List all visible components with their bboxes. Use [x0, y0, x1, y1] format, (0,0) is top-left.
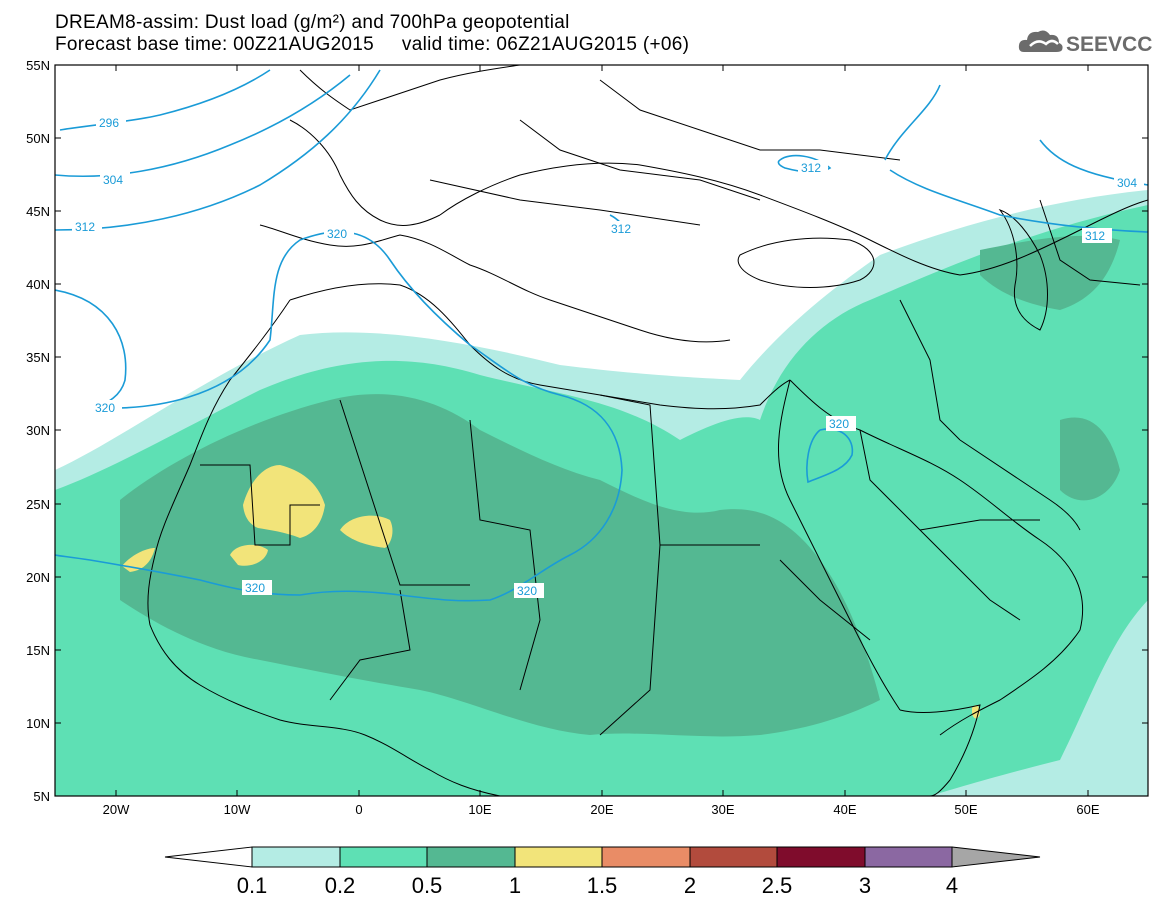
lon-label: 0: [355, 802, 362, 817]
contour-label: 312: [75, 220, 95, 234]
latitude-axis: 55N 50N 45N 40N 35N 30N 25N 20N 15N 10N …: [26, 58, 1148, 804]
lat-label: 30N: [26, 423, 50, 438]
dust-band-dark-iran: [1060, 417, 1120, 501]
colorbar-label: 2.5: [762, 873, 793, 898]
contour-312-west: [55, 69, 381, 231]
colorbar-segment-0: [251, 846, 341, 868]
lon-label: 20E: [590, 802, 613, 817]
lat-label: 10N: [26, 716, 50, 731]
logo-text: SEEVCCC: [1066, 33, 1153, 56]
contour-label: 304: [103, 173, 123, 187]
colorbar-label: 0.1: [237, 873, 268, 898]
colorbar-segment-7: [864, 846, 953, 868]
contour-296: [59, 69, 271, 131]
coastlines: [147, 65, 1148, 796]
dust-band-yellow-4: [122, 548, 155, 572]
colorbar-label: 4: [946, 873, 958, 898]
lon-label: 40E: [833, 802, 856, 817]
colorbar-lower-arrow: [164, 846, 253, 868]
colorbar-segment-6: [776, 846, 866, 868]
dust-band-yellow-1: [243, 465, 325, 538]
colorbar-segment-3: [514, 846, 603, 868]
contour-label: 312: [611, 222, 631, 236]
colorbar-label: 2: [684, 873, 696, 898]
cloud-icon: SEEVCCC: [1018, 30, 1165, 56]
seevccc-logo: SEEVCCC: [1018, 24, 1165, 60]
colorbar: [164, 846, 1041, 868]
contour-label: 320: [517, 584, 537, 598]
lat-label: 20N: [26, 570, 50, 585]
contour-320-arabia: [806, 428, 854, 484]
contour-labels: 296 304 312 320 312 312 320 320 320 320 …: [72, 115, 1144, 598]
colorbar-segment-1: [339, 846, 428, 868]
lon-label: 60E: [1076, 802, 1099, 817]
map-title: DREAM8-assim: Dust load (g/m²) and 700hP…: [55, 12, 570, 33]
colorbar-label: 3: [859, 873, 871, 898]
lat-label: 5N: [33, 789, 50, 804]
lon-label: 30E: [711, 802, 734, 817]
colorbar-segment-2: [426, 846, 516, 868]
contour-label: 312: [801, 161, 821, 175]
lat-label: 25N: [26, 497, 50, 512]
forecast-time-line: Forecast base time: 00Z21AUG2015 valid t…: [55, 34, 690, 55]
dust-band-dark-sahara: [120, 394, 880, 737]
dust-band-dark-arabia: [980, 235, 1120, 310]
colorbar-label: 0.5: [412, 873, 443, 898]
lat-label: 50N: [26, 131, 50, 146]
lat-label: 45N: [26, 204, 50, 219]
contour-label: 304: [1117, 176, 1137, 190]
contour-label: 296: [99, 116, 119, 130]
lat-label: 40N: [26, 277, 50, 292]
lat-label: 35N: [26, 350, 50, 365]
dust-field: [55, 190, 1148, 796]
colorbar-labels: 0.1 0.2 0.5 1 1.5 2 2.5 3 4: [237, 873, 958, 898]
colorbar-label: 1.5: [587, 873, 618, 898]
contour-label: 320: [829, 417, 849, 431]
lon-label: 20W: [103, 802, 130, 817]
colorbar-segment-5: [689, 846, 778, 868]
dust-band-yellow-2: [340, 515, 393, 548]
contour-label: 312: [1085, 229, 1105, 243]
colorbar-label: 0.2: [325, 873, 356, 898]
colorbar-upper-arrow: [951, 846, 1041, 868]
contour-label: 320: [327, 227, 347, 241]
lon-label: 10W: [224, 802, 251, 817]
dust-band-yellow-3: [230, 544, 268, 566]
lon-label: 10E: [468, 802, 491, 817]
contour-label: 320: [245, 581, 265, 595]
contour-label: 320: [95, 401, 115, 415]
lat-label: 55N: [26, 58, 50, 73]
lat-label: 15N: [26, 643, 50, 658]
lon-label: 50E: [954, 802, 977, 817]
colorbar-segment-4: [601, 846, 691, 868]
longitude-axis: 20W 10W 0 10E 20E 30E 40E 50E 60E: [103, 65, 1100, 817]
colorbar-label: 1: [509, 873, 521, 898]
